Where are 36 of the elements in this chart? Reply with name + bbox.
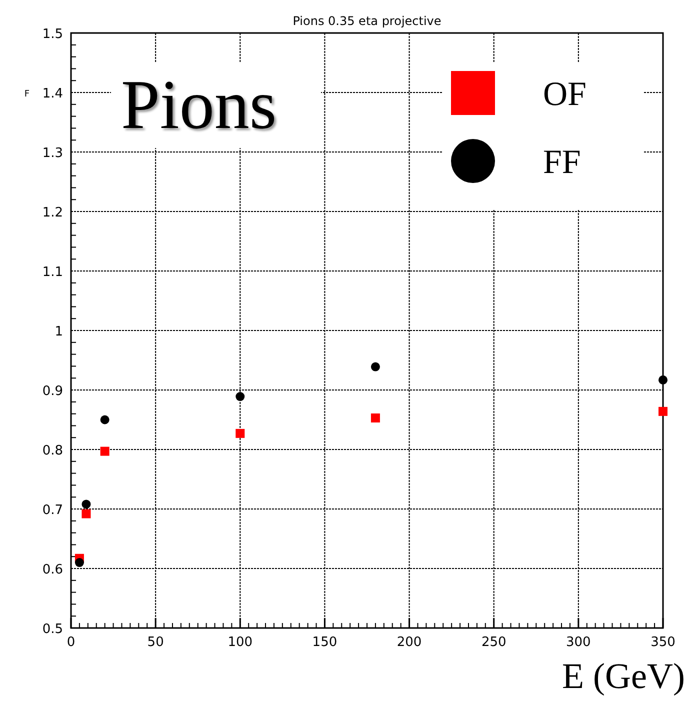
y-tick-label: 0.5 bbox=[42, 622, 63, 637]
y-tick-label: 0.6 bbox=[42, 562, 63, 578]
y-tick-label: 1.5 bbox=[42, 27, 63, 42]
legend-label: FF bbox=[543, 144, 581, 181]
point bbox=[370, 362, 380, 372]
point bbox=[82, 500, 91, 509]
legend-label: OF bbox=[543, 76, 586, 113]
annotation: Pions bbox=[121, 67, 277, 144]
point bbox=[100, 446, 110, 456]
point bbox=[658, 406, 668, 416]
y-tick-label: 1.4 bbox=[42, 86, 63, 102]
point bbox=[100, 415, 110, 424]
x-tick-label: 350 bbox=[650, 635, 676, 650]
y-tick-label: 1.1 bbox=[42, 265, 63, 280]
y-tick-label: 1 bbox=[54, 324, 63, 340]
point bbox=[370, 413, 380, 422]
x-tick-label: 0 bbox=[66, 635, 76, 650]
x-tick-label: 100 bbox=[228, 635, 253, 650]
x-tick-label: 250 bbox=[481, 635, 506, 650]
chart-title: Pions 0.35 eta projective bbox=[292, 14, 442, 28]
point bbox=[74, 558, 84, 568]
x-tick-label: 300 bbox=[566, 635, 591, 650]
point bbox=[236, 428, 245, 438]
point bbox=[82, 509, 91, 518]
y-tick-label: 1.2 bbox=[42, 206, 63, 220]
point bbox=[658, 375, 668, 384]
x-axis-title: E (GeV) bbox=[562, 656, 685, 696]
x-tick-label: 200 bbox=[396, 635, 422, 650]
point bbox=[236, 392, 245, 402]
x-tick-label: 50 bbox=[147, 635, 164, 650]
y-tick-label: 0.7 bbox=[42, 503, 63, 518]
y-tick-label: 0.8 bbox=[42, 444, 63, 458]
y-tick-label: 0.9 bbox=[42, 384, 63, 399]
y-tick-label: 1.3 bbox=[42, 146, 63, 161]
x-tick-label: 150 bbox=[312, 635, 338, 650]
y-axis-title: F bbox=[24, 90, 30, 100]
